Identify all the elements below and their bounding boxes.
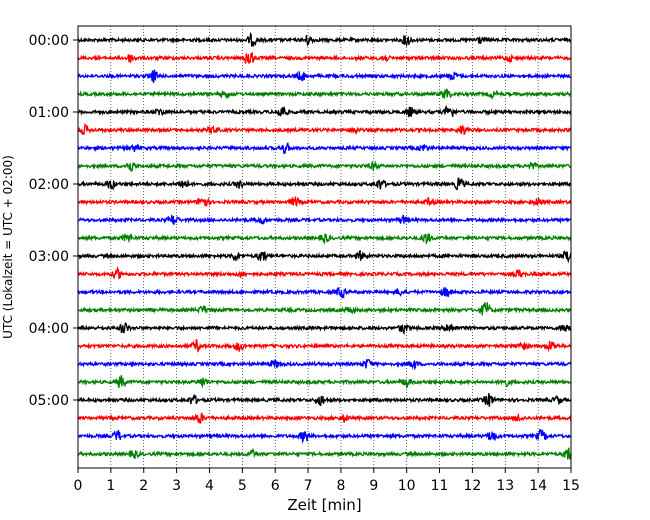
x-tick-label: 9 [369, 478, 378, 494]
x-tick-label: 4 [205, 478, 214, 494]
trace-row-7 [77, 160, 572, 173]
trace-row-4 [77, 104, 572, 118]
y-tick-label: 03:00 [29, 249, 69, 265]
x-tick-label: 14 [529, 478, 547, 494]
x-tick-label: 5 [238, 478, 247, 494]
trace-row-6 [77, 141, 572, 154]
trace-row-22 [77, 429, 572, 444]
trace-row-2 [77, 69, 572, 84]
trace-row-19 [77, 375, 572, 389]
trace-row-16 [77, 321, 572, 336]
trace-row-8 [77, 177, 572, 191]
y-tick-label: 04:00 [29, 321, 69, 337]
trace-row-21 [77, 412, 572, 425]
trace-row-23 [77, 447, 572, 460]
trace-row-15 [77, 302, 572, 316]
x-tick-label: 1 [106, 478, 115, 494]
x-tick-label: 8 [336, 478, 345, 494]
x-tick-label: 2 [139, 478, 148, 494]
y-tick-label: 02:00 [29, 177, 69, 193]
x-tick-label: 10 [398, 478, 416, 494]
trace-row-5 [77, 122, 572, 136]
trace-row-10 [77, 214, 572, 225]
trace-row-17 [77, 339, 572, 353]
x-tick-label: 6 [271, 478, 280, 494]
y-axis-label: UTC (Lokalzeit = UTC + 02:00) [1, 155, 15, 339]
x-tick-label: 0 [74, 478, 83, 494]
y-tick-label: 00:00 [29, 33, 69, 49]
x-axis-label: Zeit [min] [287, 496, 361, 514]
y-tick-label: 01:00 [29, 105, 69, 121]
trace-row-12 [77, 249, 572, 264]
trace-row-20 [77, 392, 572, 407]
trace-row-11 [77, 233, 572, 244]
x-tick-label: 3 [172, 478, 181, 494]
trace-row-9 [77, 196, 572, 208]
x-tick-label: 11 [431, 478, 449, 494]
x-tick-label: 7 [304, 478, 313, 494]
trace-row-13 [77, 265, 572, 280]
trace-row-18 [77, 358, 572, 371]
trace-row-1 [77, 52, 572, 65]
plot-frame [77, 25, 572, 469]
x-tick-label: 15 [562, 478, 580, 494]
y-tick-label: 05:00 [29, 393, 69, 409]
trace-row-3 [77, 87, 572, 101]
x-tick-label: 12 [463, 478, 481, 494]
x-tick-label: 13 [496, 478, 514, 494]
seismic-traces [77, 31, 572, 460]
x-axis-ticks: 0 1 2 3 4 5 6 7 8 9 10 11 12 13 14 15 [74, 468, 580, 494]
trace-row-0 [77, 31, 572, 48]
y-axis-ticks: 00:00 01:00 02:00 03:00 04:00 05:00 [29, 33, 78, 409]
trace-row-14 [77, 286, 572, 299]
